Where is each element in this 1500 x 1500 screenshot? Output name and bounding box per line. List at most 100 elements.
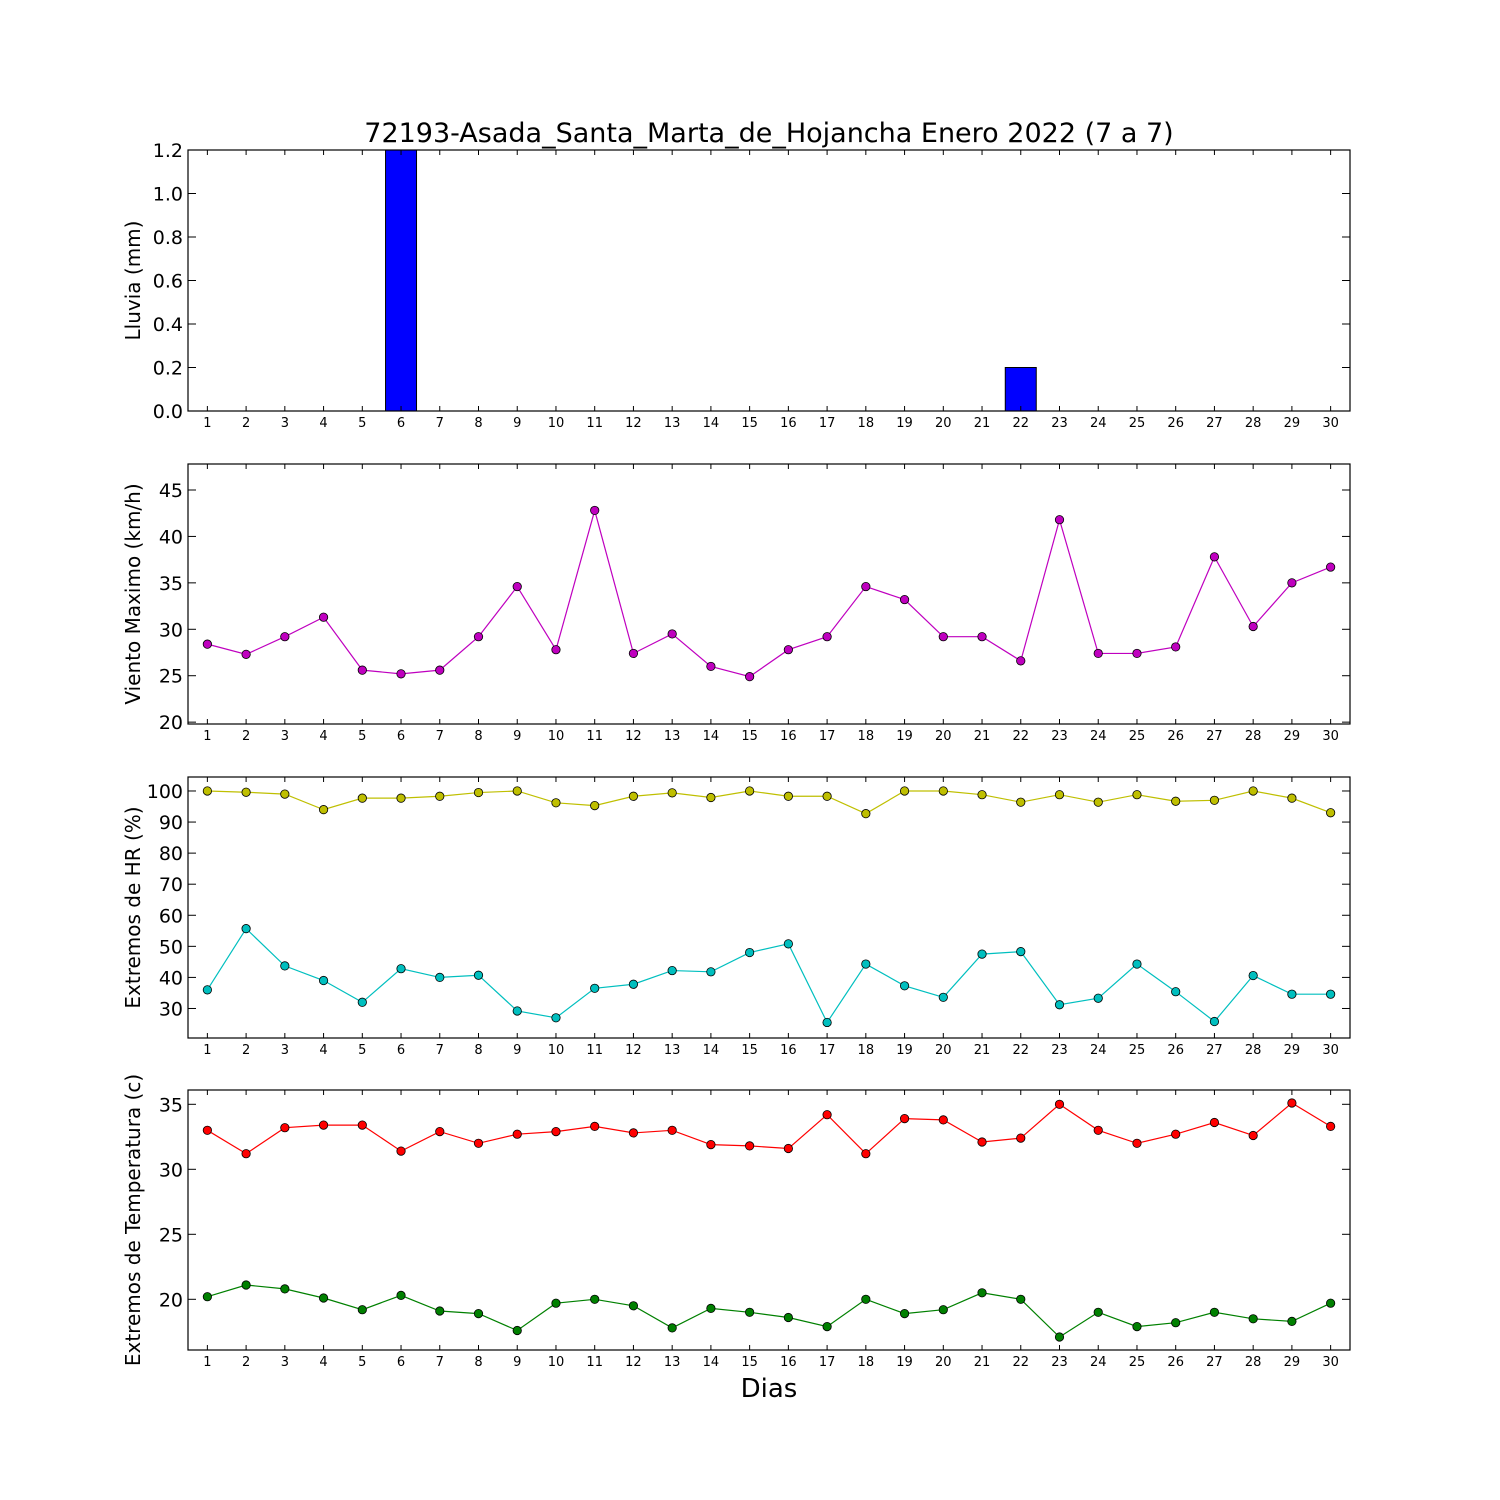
- temperature-series-1-point: [551, 1127, 561, 1137]
- x-tick-label: 25: [1129, 416, 1146, 431]
- y-tick-label: 40: [159, 526, 183, 548]
- temperature-series-1-point: [861, 1149, 871, 1159]
- x-tick-label: 30: [1322, 1043, 1339, 1058]
- temperature-series-1-point: [938, 1115, 948, 1125]
- temperature-series-1-point: [977, 1137, 987, 1147]
- humidity-series-2-point: [1287, 989, 1297, 999]
- x-tick-label: 21: [974, 1043, 991, 1058]
- x-tick-label: 17: [819, 1043, 836, 1058]
- temperature-series-2-point: [1248, 1314, 1258, 1324]
- x-tick-label: 5: [358, 729, 366, 744]
- humidity-series-1-point: [1093, 797, 1103, 807]
- x-tick-label: 25: [1129, 1355, 1146, 1370]
- temperature-series-1-point: [628, 1128, 639, 1138]
- y-tick-label: 30: [159, 619, 183, 641]
- x-tick-label: 24: [1090, 729, 1107, 744]
- wind-series-1-point: [667, 629, 677, 639]
- x-tick-label: 2: [242, 416, 250, 431]
- wind-series-1-point: [1132, 648, 1142, 659]
- x-tick-label: 18: [858, 416, 875, 431]
- humidity-series-1-point: [1209, 795, 1220, 805]
- humidity-series-1-point: [1132, 790, 1142, 800]
- temperature-series-2-point: [241, 1280, 251, 1290]
- x-tick-label: 3: [281, 1043, 289, 1058]
- wind-series-1-point: [396, 669, 406, 679]
- x-tick-label: 7: [436, 1355, 444, 1370]
- temperature-series-2-point: [1287, 1316, 1297, 1327]
- wind-series-1-point: [745, 672, 755, 682]
- x-tick-label: 5: [358, 1043, 366, 1058]
- x-tick-label: 15: [741, 729, 758, 744]
- temperature-series-2-point: [1209, 1307, 1220, 1317]
- humidity-series-2-point: [241, 924, 251, 934]
- humidity-series-1-point: [1054, 790, 1065, 800]
- temperature-series-2-point: [667, 1323, 677, 1333]
- y-tick-label: 40: [159, 967, 183, 989]
- temperature-series-1-point: [745, 1141, 755, 1151]
- temperature-series-2-point: [938, 1305, 948, 1315]
- x-tick-label: 11: [586, 1355, 603, 1370]
- y-tick-label: 90: [159, 812, 183, 834]
- temperature-series-1-point: [1093, 1125, 1103, 1135]
- humidity-series-2-point: [357, 997, 367, 1007]
- wind-series-1-point: [318, 612, 329, 622]
- humidity-series-2-point: [822, 1017, 832, 1028]
- x-tick-label: 26: [1167, 416, 1184, 431]
- y-tick-label: 60: [159, 905, 183, 927]
- humidity-series-1-point: [1248, 786, 1258, 796]
- wind-series-1-point: [977, 632, 987, 642]
- temperature-series-2-point: [783, 1312, 793, 1323]
- y-tick-label: 30: [159, 1159, 183, 1181]
- humidity-series-2-point: [1326, 989, 1336, 999]
- wind-series-1-point: [1093, 648, 1103, 659]
- x-tick-label: 24: [1090, 416, 1107, 431]
- temperature-series-2-point: [1054, 1332, 1065, 1342]
- x-tick-label: 4: [319, 729, 327, 744]
- x-tick-label: 8: [474, 416, 482, 431]
- wind-series-1-point: [512, 581, 522, 592]
- humidity-series-2-point: [318, 975, 329, 986]
- x-tick-label: 28: [1245, 416, 1262, 431]
- x-tick-label: 13: [664, 416, 681, 431]
- x-tick-label: 23: [1051, 416, 1068, 431]
- temperature-series-2-point: [551, 1298, 561, 1308]
- x-tick-label: 5: [358, 416, 366, 431]
- x-tick-label: 20: [935, 416, 952, 431]
- humidity-series-1-point: [783, 791, 793, 801]
- x-tick-label: 26: [1167, 729, 1184, 744]
- wind-series-1-point: [473, 632, 484, 642]
- humidity-series-1-point: [396, 793, 406, 803]
- humidity-series-1-point: [628, 791, 639, 801]
- x-tick-label: 12: [625, 416, 642, 431]
- temperature-series-1-point: [667, 1125, 677, 1135]
- humidity-series-2-point: [396, 964, 406, 974]
- temperature-series-1-point: [473, 1138, 484, 1148]
- x-tick-label: 2: [242, 1355, 250, 1370]
- rain-y-axis-label: Lluvia (mm): [121, 221, 145, 341]
- wind-series-1-point: [357, 665, 367, 675]
- x-tick-label: 7: [436, 416, 444, 431]
- humidity-series-2-point: [1248, 970, 1258, 981]
- wind-series-1-point: [1326, 562, 1336, 572]
- humidity-series-1-point: [590, 800, 600, 811]
- x-tick-label: 19: [896, 416, 913, 431]
- humidity-series-2-point: [280, 961, 290, 971]
- humidity-series-1-point: [667, 788, 677, 798]
- wind-series-1-point: [1171, 642, 1181, 652]
- x-tick-label: 17: [819, 729, 836, 744]
- wind-panel: 1 2 3 4 5 6 7 8 9 10 11 12 13 14 15 16 17 18 19 20 21 22 23 24 2…: [121, 463, 1351, 744]
- x-tick-label: 13: [664, 1355, 681, 1370]
- x-tick-label: 25: [1129, 1043, 1146, 1058]
- temperature-series-1-point: [396, 1146, 406, 1156]
- x-tick-label: 12: [625, 1043, 642, 1058]
- temperature-series-2-point: [706, 1303, 716, 1314]
- x-tick-label: 27: [1206, 416, 1223, 431]
- wind-series-1-point: [783, 645, 793, 655]
- humidity-series-1-point: [512, 786, 522, 796]
- x-tick-label: 21: [974, 1355, 991, 1370]
- x-tick-label: 8: [474, 1355, 482, 1370]
- humidity-series-1-point: [1171, 796, 1181, 806]
- temperature-series-2-point: [861, 1294, 871, 1304]
- temperature-series-1-point: [1016, 1133, 1026, 1143]
- x-tick-label: 29: [1284, 1355, 1301, 1370]
